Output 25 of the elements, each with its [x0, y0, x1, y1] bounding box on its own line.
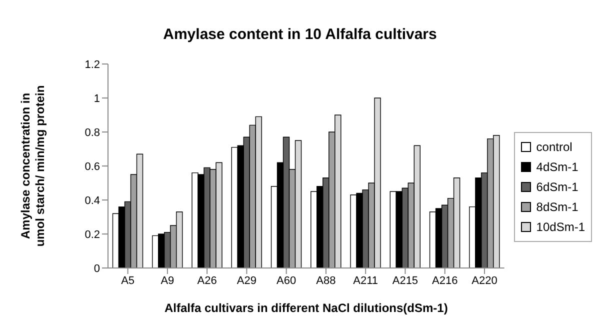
x-tick-label: A216	[432, 274, 458, 287]
x-tick-label: A5	[121, 274, 135, 287]
y-tick-label: 1.2	[84, 58, 100, 71]
legend-label: 10dSm-1	[536, 218, 585, 236]
x-axis-title: Alfalfa cultivars in different NaCl dilutions(dSm-1)	[164, 301, 448, 315]
y-tick-label: 1	[94, 92, 100, 105]
x-tick-label: A29	[236, 274, 256, 287]
x-tick-label: A220	[472, 274, 498, 287]
legend-label: 6dSm-1	[536, 178, 578, 196]
x-tick-label: A26	[197, 274, 217, 287]
x-tick-label: A60	[276, 274, 296, 287]
x-tick-label: A215	[392, 274, 418, 287]
legend-label: control	[536, 138, 572, 156]
y-tick-label: 0.4	[84, 194, 100, 207]
y-tick-label: 0.8	[84, 126, 100, 139]
legend-label: 8dSm-1	[536, 198, 578, 216]
y-tick-label: 0.6	[84, 160, 100, 173]
x-tick-label: A211	[353, 274, 378, 287]
y-tick-label: 0.2	[84, 228, 100, 241]
y-tick-label: 0	[94, 262, 100, 275]
chart-title: Amylase content in 10 Alfalfa cultivars	[162, 25, 438, 45]
x-tick-label: A88	[316, 274, 336, 287]
legend-label: 4dSm-1	[536, 158, 578, 176]
x-tick-label: A9	[160, 274, 174, 287]
y-axis-title: Amylase concentration in umol starch/ min/mg protein	[18, 85, 47, 247]
